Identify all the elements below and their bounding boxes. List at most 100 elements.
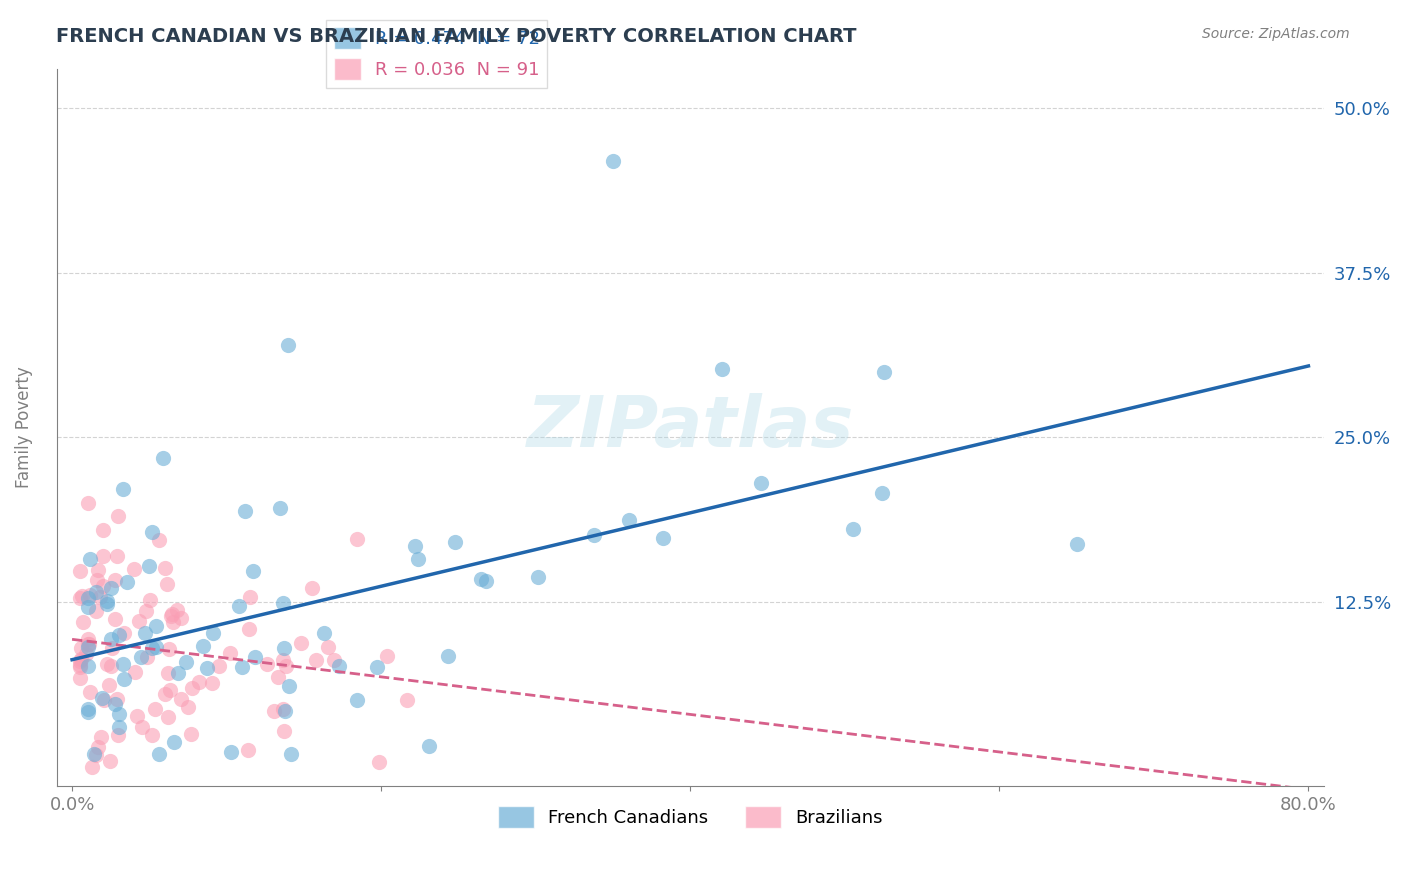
Point [91, 691, 114, 706]
Point [79, 637, 101, 651]
Point [751, 475, 773, 490]
Point [89, 591, 111, 605]
Point [163, 735, 186, 749]
Point [328, 658, 350, 673]
Point [148, 747, 170, 761]
Point [346, 693, 368, 707]
Point [312, 625, 335, 640]
Point [842, 522, 865, 536]
Point [166, 603, 188, 617]
Point [153, 560, 176, 574]
Point [238, 622, 260, 636]
Y-axis label: Family Poverty: Family Poverty [15, 367, 32, 489]
Point [87, 563, 110, 577]
Point [245, 650, 267, 665]
Point [70, 640, 93, 655]
Point [256, 657, 278, 671]
Point [159, 682, 181, 697]
Point [152, 450, 174, 465]
Point [76, 599, 98, 614]
Point [90, 731, 112, 745]
Point [418, 739, 440, 753]
Point [193, 639, 215, 653]
Point [131, 650, 153, 665]
Point [170, 692, 193, 706]
Point [239, 591, 262, 605]
Point [83, 747, 105, 761]
Point [136, 650, 159, 665]
Point [404, 539, 426, 553]
Point [1066, 537, 1088, 551]
Point [274, 704, 297, 718]
Point [141, 524, 163, 539]
Point [96, 597, 118, 611]
Point [87, 739, 110, 754]
Point [91, 549, 114, 563]
Point [280, 747, 302, 761]
Point [218, 646, 240, 660]
Point [107, 509, 129, 524]
Point [271, 702, 294, 716]
Point [366, 660, 388, 674]
Point [301, 581, 323, 595]
Point [228, 599, 250, 613]
Point [79, 552, 101, 566]
Point [107, 727, 129, 741]
Point [527, 570, 550, 584]
Point [870, 485, 893, 500]
Point [233, 504, 256, 518]
Point [271, 596, 294, 610]
Point [96, 657, 118, 671]
Point [274, 659, 297, 673]
Point [108, 719, 131, 733]
Point [112, 626, 135, 640]
Point [97, 678, 120, 692]
Point [75, 647, 97, 661]
Point [174, 655, 197, 669]
Point [153, 688, 176, 702]
Point [157, 665, 180, 680]
Point [156, 577, 179, 591]
Point [202, 626, 225, 640]
Point [617, 513, 640, 527]
Point [406, 552, 429, 566]
Point [277, 679, 299, 693]
Point [135, 604, 157, 618]
Point [436, 649, 458, 664]
Point [170, 611, 193, 625]
Point [271, 653, 294, 667]
Point [273, 724, 295, 739]
Point [160, 609, 183, 624]
Point [166, 665, 188, 680]
Point [873, 365, 896, 379]
Point [444, 534, 467, 549]
Point [160, 607, 183, 621]
Point [145, 640, 167, 654]
Point [157, 710, 180, 724]
Point [242, 565, 264, 579]
Point [316, 640, 339, 655]
Point [157, 642, 180, 657]
Point [201, 676, 224, 690]
Point [711, 362, 734, 376]
Point [84, 585, 107, 599]
Point [145, 618, 167, 632]
Text: FRENCH CANADIAN VS BRAZILIAN FAMILY POVERTY CORRELATION CHART: FRENCH CANADIAN VS BRAZILIAN FAMILY POVE… [56, 27, 856, 45]
Point [84, 604, 107, 618]
Point [104, 697, 127, 711]
Point [72, 615, 94, 629]
Point [162, 615, 184, 630]
Point [107, 692, 129, 706]
Point [93, 692, 115, 706]
Point [70, 652, 93, 666]
Point [176, 699, 198, 714]
Point [377, 648, 399, 663]
Point [652, 531, 675, 545]
Point [273, 641, 295, 656]
Point [141, 641, 163, 656]
Point [346, 532, 368, 546]
Point [76, 640, 98, 655]
Point [236, 743, 259, 757]
Point [76, 705, 98, 719]
Point [70, 589, 93, 603]
